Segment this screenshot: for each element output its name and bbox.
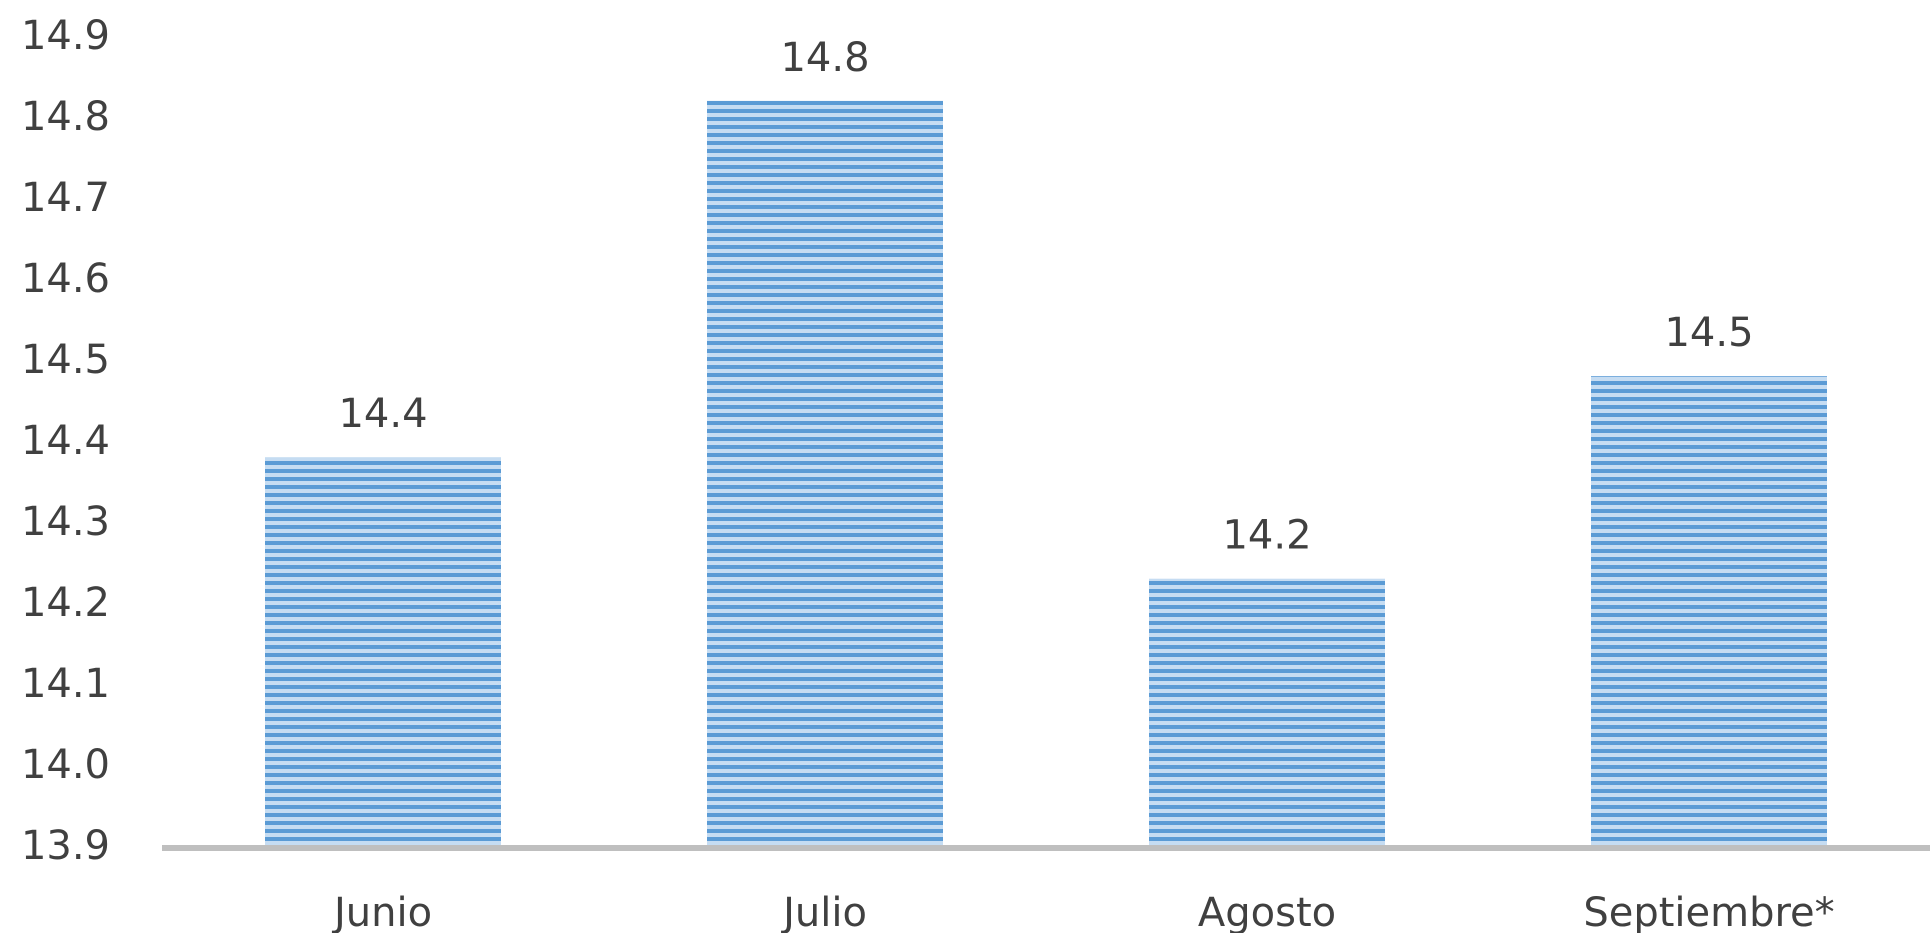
- data-label: 14.5: [1664, 310, 1753, 356]
- x-tick-label: Junio: [331, 890, 432, 933]
- data-label: 14.4: [338, 391, 427, 437]
- data-label: 14.8: [780, 35, 869, 81]
- y-tick-label: 14.6: [21, 256, 110, 302]
- y-tick-label: 14.5: [21, 337, 110, 383]
- bar-septiembre: [1591, 376, 1827, 846]
- bar-julio: [707, 100, 943, 847]
- bars: [265, 100, 1827, 847]
- y-tick-label: 14.7: [21, 175, 110, 221]
- y-tick-label: 14.2: [21, 580, 110, 626]
- y-tick-label: 14.1: [21, 661, 110, 707]
- y-tick-label: 14.4: [21, 418, 110, 464]
- y-axis: 13.9 14.0 14.1 14.2 14.3 14.4 14.5 14.6 14.7 14.8…: [21, 13, 110, 869]
- x-axis: Junio Julio Agosto Septiembre*: [331, 890, 1835, 933]
- y-tick-label: 14.8: [21, 94, 110, 140]
- data-label: 14.2: [1222, 513, 1311, 559]
- y-tick-label: 13.9: [21, 823, 110, 869]
- bar-agosto: [1149, 578, 1385, 846]
- x-tick-label: Julio: [780, 890, 867, 933]
- y-tick-label: 14.0: [21, 742, 110, 788]
- x-tick-label: Septiembre*: [1583, 890, 1834, 933]
- y-tick-label: 14.9: [21, 13, 110, 59]
- y-tick-label: 14.3: [21, 499, 110, 545]
- bar-junio: [265, 457, 501, 846]
- data-labels: 14.4 14.8 14.2 14.5: [338, 35, 1753, 559]
- x-tick-label: Agosto: [1198, 890, 1336, 933]
